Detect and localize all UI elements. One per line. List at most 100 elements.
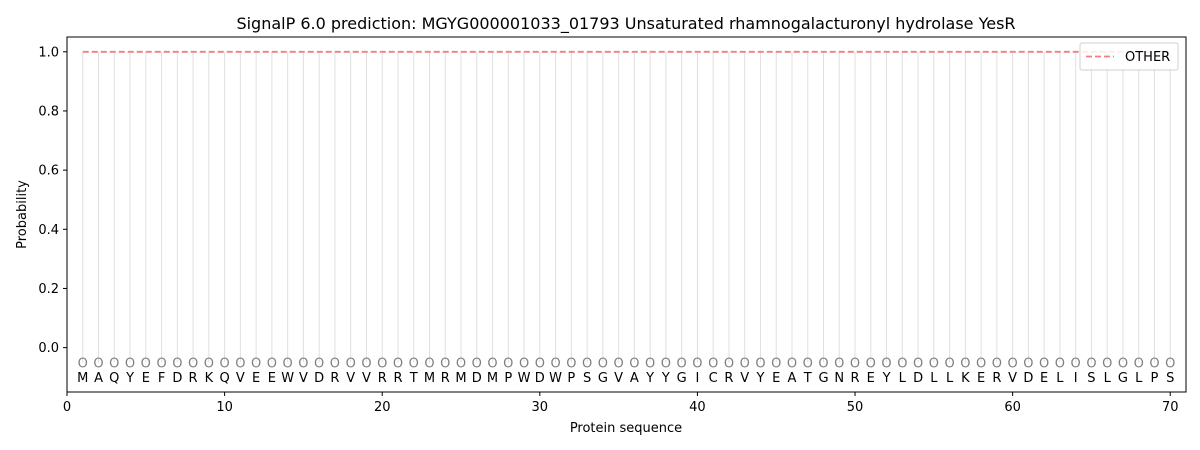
residue-label: D [172,371,182,386]
residue-label: E [867,371,875,386]
x-axis-label: Protein sequence [570,421,682,436]
residue-label: P [504,371,512,386]
region-label: O [598,356,608,371]
region-label: O [141,356,151,371]
residue-label: E [772,371,780,386]
region-label: O [472,356,482,371]
y-axis-label: Probability [15,180,30,249]
residue-label: D [913,371,923,386]
region-label: O [740,356,750,371]
residue-label: R [189,371,198,386]
region-label: O [1071,356,1081,371]
x-tick-label: 50 [847,400,864,415]
region-label: O [960,356,970,371]
residue-label: A [94,371,103,386]
residue-label: L [1104,371,1112,386]
region-label: O [519,356,529,371]
region-label: O [818,356,828,371]
region-label: O [692,356,702,371]
residue-label: K [205,371,214,386]
region-label: O [346,356,356,371]
residue-label: E [142,371,150,386]
residue-label: Y [125,371,134,386]
residue-label: E [252,371,260,386]
region-label: O [424,356,434,371]
residue-label: M [455,371,466,386]
residue-label: S [1087,371,1095,386]
residue-label: M [77,371,88,386]
region-label: O [93,356,103,371]
x-tick-label: 30 [532,400,549,415]
y-tick-label: 0.0 [38,341,59,356]
region-label: O [629,356,639,371]
residue-label: V [740,371,749,386]
residue-label: D [314,371,324,386]
region-label: O [188,356,198,371]
region-label: O [1023,356,1033,371]
region-label: O [897,356,907,371]
residue-label: W [281,371,294,386]
residue-label: L [946,371,954,386]
region-label: O [645,356,655,371]
residue-label: P [1151,371,1159,386]
residue-label: G [598,371,608,386]
legend: OTHER [1079,42,1179,71]
region-label: O [314,356,324,371]
x-tick-label: 10 [216,400,233,415]
residue-label: R [441,371,450,386]
y-tick-label: 0.6 [38,164,59,179]
region-label: O [219,356,229,371]
x-tick-label: 0 [63,400,71,415]
region-label: O [235,356,245,371]
residue-label: E [268,371,276,386]
region-label: O [125,356,135,371]
region-label: O [156,356,166,371]
residue-label: I [1074,371,1078,386]
region-label: O [1055,356,1065,371]
residue-label: S [1166,371,1174,386]
residue-label: V [614,371,623,386]
region-label: O [172,356,182,371]
residue-label: R [330,371,339,386]
region-label: O [787,356,797,371]
residue-label: G [677,371,687,386]
y-tick-label: 0.4 [38,223,59,238]
residue-label: S [583,371,591,386]
residue-label: Y [645,371,654,386]
y-axis-ticks: 0.0 0.2 0.4 0.6 0.8 1.0 [38,45,67,356]
residue-label: I [696,371,700,386]
region-label: O [283,356,293,371]
region-label: O [267,356,277,371]
residue-label: D [472,371,482,386]
region-label: O [456,356,466,371]
residue-label: V [362,371,371,386]
region-label: O [298,356,308,371]
region-label: O [929,356,939,371]
region-label: O [724,356,734,371]
region-label: O [881,356,891,371]
region-label: O [976,356,986,371]
residue-label: M [487,371,498,386]
plot-frame [66,36,1187,393]
region-label: O [251,356,261,371]
residue-label: L [930,371,938,386]
region-label: O [661,356,671,371]
region-label: O [535,356,545,371]
residue-label: F [158,371,165,386]
residue-label: E [1040,371,1048,386]
residue-label: D [535,371,545,386]
residue-label: N [834,371,844,386]
residue-label: Y [661,371,670,386]
region-label: O [1149,356,1159,371]
region-label: O [1165,356,1175,371]
region-label: O [866,356,876,371]
residue-label: R [393,371,402,386]
residue-label: V [1008,371,1017,386]
residue-label: T [803,371,812,386]
region-label: O [204,356,214,371]
residue-label: T [409,371,418,386]
region-label: O [755,356,765,371]
region-label: O [377,356,387,371]
